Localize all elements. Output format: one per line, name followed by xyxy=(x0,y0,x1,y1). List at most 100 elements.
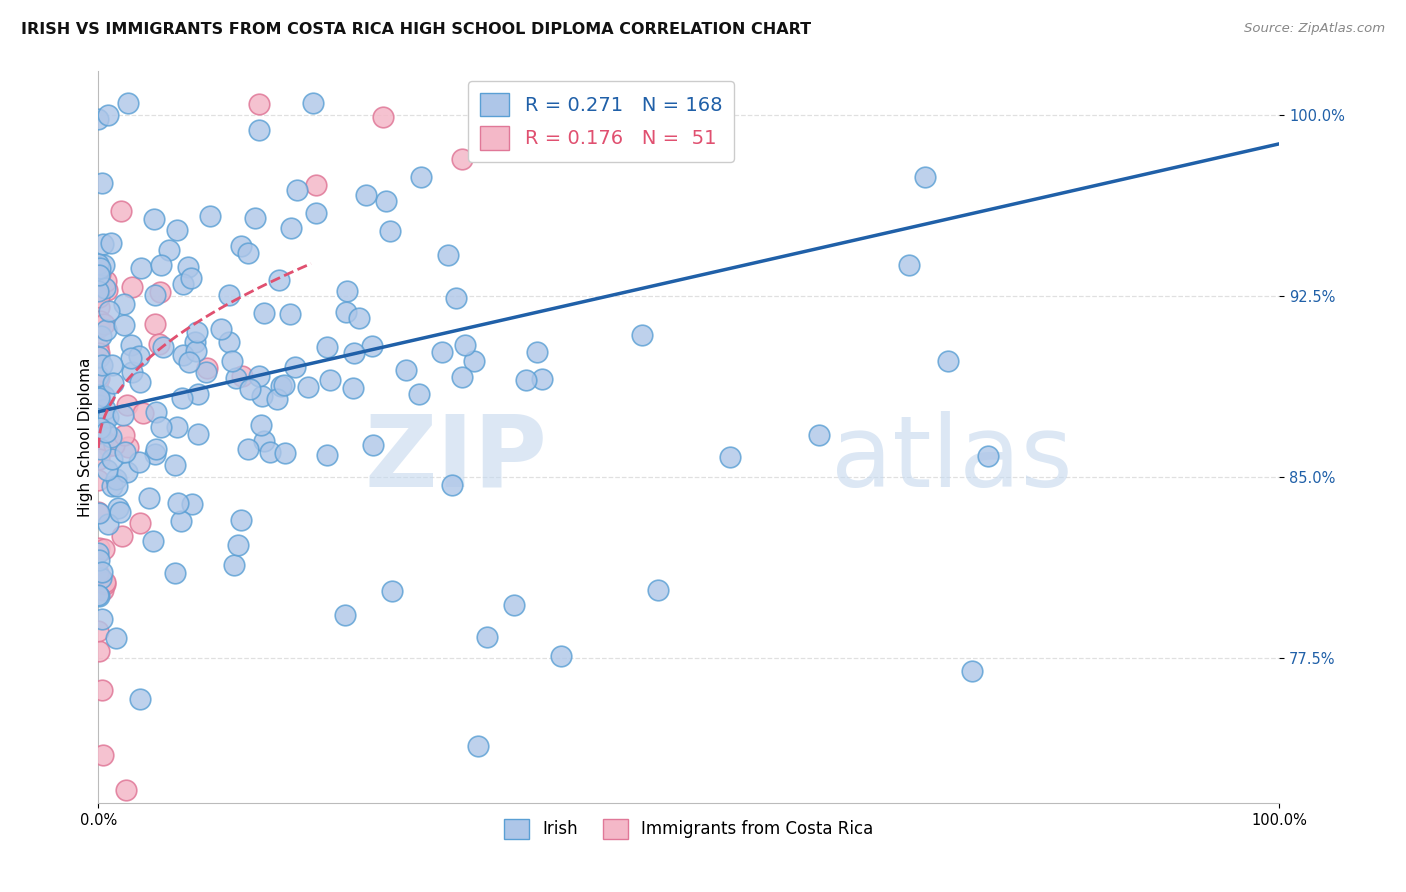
Point xyxy=(94,575,117,590)
Point xyxy=(181,498,204,512)
Point xyxy=(347,311,370,326)
Point xyxy=(87,275,110,289)
Point xyxy=(87,257,110,271)
Point xyxy=(218,288,240,302)
Point xyxy=(807,428,830,442)
Point xyxy=(87,588,110,602)
Point xyxy=(180,270,202,285)
Point xyxy=(163,458,186,472)
Point xyxy=(112,318,135,332)
Point xyxy=(117,466,139,480)
Point xyxy=(148,337,170,351)
Point xyxy=(231,369,253,384)
Point xyxy=(187,426,209,441)
Point xyxy=(550,648,572,663)
Point xyxy=(112,428,135,442)
Point xyxy=(333,608,356,623)
Point xyxy=(94,411,117,425)
Point xyxy=(87,644,110,658)
Point xyxy=(250,389,273,403)
Point xyxy=(107,500,129,515)
Point xyxy=(91,358,114,372)
Point xyxy=(247,368,270,383)
Point xyxy=(100,358,122,372)
Point xyxy=(184,344,207,359)
Point xyxy=(87,473,110,487)
Point xyxy=(319,373,342,387)
Point xyxy=(89,451,111,466)
Point xyxy=(112,408,135,422)
Point xyxy=(259,445,281,459)
Point xyxy=(170,514,193,528)
Point xyxy=(195,365,218,379)
Point xyxy=(108,504,131,518)
Point xyxy=(129,516,152,531)
Point xyxy=(526,344,548,359)
Point xyxy=(117,95,139,110)
Point xyxy=(91,434,114,448)
Point xyxy=(89,267,111,281)
Point xyxy=(120,338,142,352)
Point xyxy=(444,291,467,305)
Point xyxy=(243,211,266,226)
Point xyxy=(467,739,489,753)
Point xyxy=(145,442,167,456)
Point xyxy=(218,335,240,350)
Point xyxy=(301,95,323,110)
Point xyxy=(89,346,111,360)
Point xyxy=(408,387,430,401)
Point xyxy=(316,340,339,354)
Point xyxy=(89,371,111,385)
Point xyxy=(111,529,134,543)
Point xyxy=(97,304,120,318)
Point xyxy=(87,384,110,398)
Point xyxy=(167,496,190,510)
Point xyxy=(89,442,111,457)
Point xyxy=(94,280,117,294)
Point xyxy=(94,425,117,439)
Point xyxy=(437,248,460,262)
Point xyxy=(374,194,396,208)
Point xyxy=(451,370,474,384)
Point xyxy=(91,747,114,762)
Point xyxy=(103,438,125,452)
Point xyxy=(89,351,111,365)
Point xyxy=(132,406,155,420)
Point xyxy=(93,258,115,272)
Point xyxy=(273,446,295,460)
Point xyxy=(647,582,669,597)
Point xyxy=(87,112,110,126)
Point xyxy=(87,290,110,304)
Point xyxy=(101,452,124,467)
Point xyxy=(342,346,364,360)
Point xyxy=(105,479,128,493)
Point xyxy=(179,355,201,369)
Point xyxy=(87,425,110,440)
Point xyxy=(229,239,252,253)
Point xyxy=(114,444,136,458)
Point xyxy=(209,322,232,336)
Point xyxy=(87,368,110,383)
Point xyxy=(114,783,136,797)
Point xyxy=(226,538,249,552)
Point xyxy=(87,263,110,277)
Point xyxy=(91,176,114,190)
Y-axis label: High School Diploma: High School Diploma xyxy=(77,358,93,516)
Point xyxy=(100,235,122,250)
Point xyxy=(94,401,117,416)
Point xyxy=(91,433,114,447)
Point xyxy=(142,533,165,548)
Point xyxy=(87,399,110,413)
Point xyxy=(177,260,200,274)
Point xyxy=(186,325,208,339)
Point xyxy=(381,583,404,598)
Point xyxy=(143,318,166,332)
Point xyxy=(195,360,218,375)
Point xyxy=(138,491,160,505)
Point xyxy=(97,439,120,453)
Point xyxy=(515,373,537,387)
Point xyxy=(285,183,308,197)
Point xyxy=(305,178,328,193)
Point xyxy=(250,418,273,433)
Point xyxy=(89,421,111,435)
